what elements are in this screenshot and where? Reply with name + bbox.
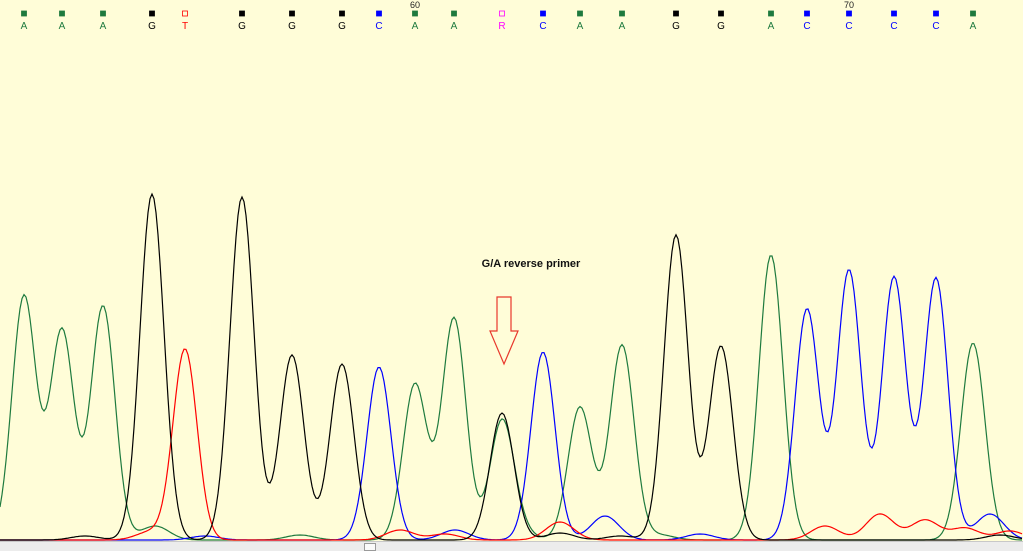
quality-marker bbox=[933, 10, 939, 17]
primer-arrow bbox=[489, 296, 519, 366]
quality-marker bbox=[339, 10, 345, 17]
base-call: C bbox=[803, 21, 810, 32]
base-call: C bbox=[890, 21, 897, 32]
primer-annotation: G/A reverse primer bbox=[482, 258, 581, 270]
base-call: A bbox=[100, 21, 107, 32]
base-call: C bbox=[932, 21, 939, 32]
base-call: A bbox=[970, 21, 977, 32]
quality-marker bbox=[768, 10, 774, 17]
base-call: A bbox=[577, 21, 584, 32]
quality-marker bbox=[239, 10, 245, 17]
base-call: A bbox=[412, 21, 419, 32]
quality-marker bbox=[59, 10, 65, 17]
quality-marker bbox=[289, 10, 295, 17]
quality-marker bbox=[376, 10, 382, 17]
base-call: G bbox=[288, 21, 296, 32]
quality-marker bbox=[412, 10, 418, 17]
base-call: G bbox=[717, 21, 725, 32]
quality-marker bbox=[499, 10, 505, 17]
base-call: A bbox=[768, 21, 775, 32]
quality-marker bbox=[619, 10, 625, 17]
quality-marker bbox=[673, 10, 679, 17]
quality-marker bbox=[451, 10, 457, 17]
trace-T bbox=[0, 348, 1023, 541]
quality-marker bbox=[21, 10, 27, 17]
position-label: 60 bbox=[410, 0, 420, 10]
quality-marker bbox=[846, 10, 852, 17]
base-call: C bbox=[845, 21, 852, 32]
position-label: 70 bbox=[844, 0, 854, 10]
quality-marker bbox=[804, 10, 810, 17]
base-call: A bbox=[451, 21, 458, 32]
quality-marker bbox=[718, 10, 724, 17]
base-call: T bbox=[182, 21, 188, 32]
base-call: G bbox=[238, 21, 246, 32]
base-call: A bbox=[619, 21, 626, 32]
base-call: G bbox=[672, 21, 680, 32]
quality-marker bbox=[891, 10, 897, 17]
base-call: C bbox=[375, 21, 382, 32]
quality-marker bbox=[149, 10, 155, 17]
base-call: C bbox=[539, 21, 546, 32]
quality-marker bbox=[577, 10, 583, 17]
quality-marker bbox=[182, 10, 188, 17]
base-call: G bbox=[338, 21, 346, 32]
quality-marker bbox=[100, 10, 106, 17]
base-call: A bbox=[21, 21, 28, 32]
base-call: R bbox=[498, 21, 505, 32]
base-call: G bbox=[148, 21, 156, 32]
quality-marker bbox=[540, 10, 546, 17]
trace-G bbox=[0, 192, 1023, 541]
quality-marker bbox=[970, 10, 976, 17]
trace-C bbox=[0, 269, 1023, 541]
base-call: A bbox=[59, 21, 66, 32]
